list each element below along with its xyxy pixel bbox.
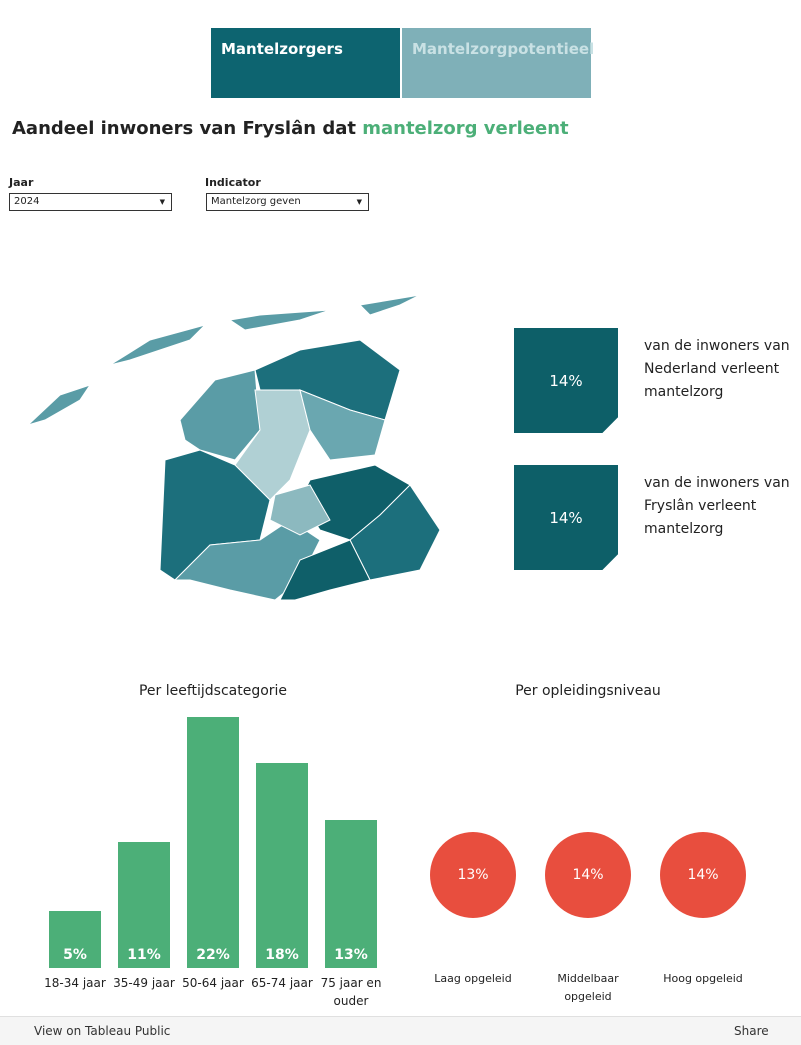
category-label: 35-49 jaar — [113, 976, 175, 990]
value-label: 5% — [63, 947, 87, 963]
title: Aandeel inwoners van Fryslân dat mantelz… — [12, 118, 569, 139]
category-label: 50-64 jaar — [182, 976, 244, 990]
kpi-text: van de inwoners van Fryslân verleent man… — [644, 475, 790, 537]
title-highlight: mantelzorg verleent — [362, 118, 569, 139]
category-label: Hoog opgeleid — [663, 972, 743, 985]
title-text: Aandeel inwoners van Fryslân dat — [12, 118, 356, 139]
map-regions — [27, 294, 441, 601]
category-label: 18-34 jaar — [44, 976, 106, 990]
category-label: Middelbaar opgeleid — [557, 972, 619, 1003]
tab[interactable]: Mantelzorgers — [211, 28, 400, 98]
bar — [49, 910, 101, 968]
circle: 14% — [545, 832, 631, 918]
map — [27, 294, 441, 601]
toolbar: View on Tableau Public Share — [0, 1016, 801, 1045]
share-button[interactable]: Share — [734, 1024, 769, 1038]
dropdown[interactable]: Mantelzorg geven — [206, 193, 369, 211]
kpi-tile: 14% — [514, 465, 618, 570]
bar — [187, 716, 239, 968]
category-label: 75 jaar en ouder — [320, 976, 382, 1008]
chart-title: Per opleidingsniveau — [515, 683, 661, 699]
kpi-text: van de inwoners van Nederland verleent m… — [644, 338, 790, 400]
circle: 14% — [660, 832, 746, 918]
bar — [325, 819, 377, 968]
chart-title: Per leeftijdscategorie — [138, 683, 288, 699]
dropdown[interactable]: 2024 — [9, 193, 172, 211]
filter-label: Indicator — [205, 176, 261, 189]
circle: 13% — [430, 832, 516, 918]
kpi-tile: 14% — [514, 328, 618, 433]
view-link[interactable]: View on Tableau Public — [34, 1024, 171, 1038]
tab[interactable]: Mantelzorgpotentieel — [402, 28, 594, 98]
value-label: 18% — [265, 947, 299, 963]
value-label: 13% — [334, 947, 368, 963]
bar — [256, 762, 308, 968]
value-label: 11% — [127, 947, 161, 963]
value-label: 22% — [196, 947, 230, 963]
category-label: 65-74 jaar — [251, 976, 313, 990]
bar — [118, 842, 170, 968]
category-label: Laag opgeleid — [434, 972, 512, 985]
filter-label: Jaar — [9, 176, 34, 189]
